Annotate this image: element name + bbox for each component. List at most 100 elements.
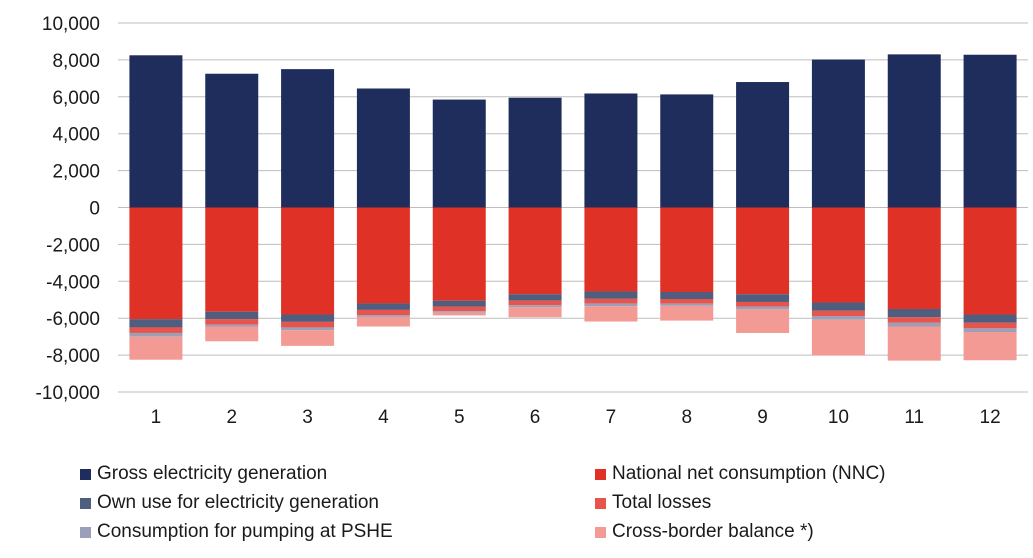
bar-segment	[129, 336, 183, 360]
bar-segment	[584, 298, 638, 304]
bar-segment	[811, 310, 865, 316]
bar-segment	[963, 314, 1017, 323]
y-axis-labels: 10,000 8,000 6,000 4,000 2,000 0 -2,000 -4,000 -…	[36, 14, 100, 404]
bar-segment	[129, 319, 183, 328]
bar-segment	[811, 315, 865, 320]
bar-segment	[736, 207, 790, 295]
legend-item: Gross electricity generation	[80, 463, 327, 485]
bar-segment	[887, 308, 941, 318]
y-tick-label: -4,000	[46, 272, 100, 293]
legend-item: National net consumption (NNC)	[595, 463, 886, 485]
legend-label: National net consumption (NNC)	[612, 463, 886, 484]
x-tick-label: 2	[226, 407, 237, 428]
x-tick-label: 3	[302, 407, 313, 428]
x-tick-label: 9	[757, 407, 768, 428]
y-tick-label: -10,000	[36, 383, 100, 404]
legend-item: Total losses	[595, 492, 711, 514]
bar-segment	[205, 311, 259, 320]
y-tick-label: -8,000	[46, 346, 100, 367]
y-tick-label: 8,000	[52, 51, 100, 72]
legend-swatch	[80, 497, 91, 509]
y-tick-label: 4,000	[52, 125, 100, 146]
bar-segment	[887, 54, 941, 208]
x-tick-label: 6	[530, 407, 541, 428]
y-tick-label: 0	[89, 199, 100, 220]
x-tick-label: 11	[904, 407, 924, 428]
bar-segment	[660, 305, 714, 321]
bar-segment	[963, 332, 1017, 361]
legend-label: Gross electricity generation	[97, 463, 328, 484]
bar-segment	[432, 207, 486, 301]
bar-segment	[508, 294, 562, 301]
bar-segment	[205, 326, 259, 342]
legend-swatch	[595, 468, 606, 480]
bar-segment	[281, 69, 335, 208]
bar-segment	[736, 309, 790, 333]
bars	[129, 54, 1017, 361]
bar-segment	[129, 207, 183, 320]
bar-segment	[584, 303, 638, 307]
x-tick-label: 8	[681, 407, 692, 428]
bar-segment	[508, 300, 562, 306]
x-tick-label: 7	[606, 407, 617, 428]
x-tick-label: 10	[828, 407, 849, 428]
bar-segment	[811, 207, 865, 303]
bar-segment	[281, 330, 335, 346]
bar-segment	[129, 327, 183, 333]
bar-segment	[660, 207, 714, 293]
bar-segment	[811, 302, 865, 311]
bar-segment	[129, 332, 183, 337]
bar-segment	[811, 59, 865, 208]
y-tick-label: 2,000	[52, 162, 100, 183]
y-tick-label: -6,000	[46, 309, 100, 330]
bar-segment	[660, 299, 714, 304]
bar-segment	[584, 291, 638, 299]
bar-segment	[584, 207, 638, 292]
bar-segment	[432, 99, 486, 208]
bar-segment	[356, 303, 410, 310]
y-tick-label: 6,000	[52, 88, 100, 109]
bar-segment	[356, 207, 410, 304]
x-tick-label: 4	[378, 407, 389, 428]
bar-segment	[432, 306, 486, 312]
legend-swatch	[80, 468, 91, 480]
bar-segment	[508, 305, 562, 308]
x-tick-label: 5	[454, 407, 465, 428]
legend-label: Total losses	[612, 492, 712, 513]
bar-segment	[887, 317, 941, 323]
bar-segment	[963, 207, 1017, 315]
bar-segment	[281, 321, 335, 328]
legend-label: Own use for electricity generation	[97, 492, 379, 513]
bar-segment	[660, 94, 714, 208]
bar-segment	[356, 315, 410, 317]
bar-segment	[356, 88, 410, 208]
bar-segment	[963, 322, 1017, 329]
bar-segment	[887, 326, 941, 361]
bar-segment	[281, 327, 335, 331]
bar-segment	[205, 207, 259, 312]
y-tick-label: -2,000	[46, 235, 100, 256]
bar-segment	[205, 324, 259, 327]
bar-segment	[887, 207, 941, 309]
bar-segment	[281, 314, 335, 322]
legend-swatch	[595, 497, 606, 509]
legend-label: Consumption for pumping at PSHE	[97, 521, 393, 542]
bar-segment	[508, 307, 562, 318]
bar-segment	[584, 306, 638, 322]
bar-segment	[736, 82, 790, 208]
legend-label: Cross-border balance *)	[612, 521, 814, 542]
bar-segment	[205, 319, 259, 325]
legend-item: Consumption for pumping at PSHE	[80, 521, 393, 543]
legend-swatch	[80, 526, 91, 538]
x-tick-label: 1	[151, 407, 162, 428]
bar-segment	[887, 322, 941, 327]
stacked-bar-chart: 10,000 8,000 6,000 4,000 2,000 0 -2,000 -4,000 -…	[36, 14, 1028, 428]
bar-segment	[660, 292, 714, 300]
x-tick-label: 12	[980, 407, 1001, 428]
bar-segment	[508, 207, 562, 295]
bar-segment	[736, 294, 790, 302]
bar-segment	[432, 312, 486, 316]
bar-segment	[963, 328, 1017, 333]
bar-segment	[584, 93, 638, 208]
bar-segment	[736, 301, 790, 307]
